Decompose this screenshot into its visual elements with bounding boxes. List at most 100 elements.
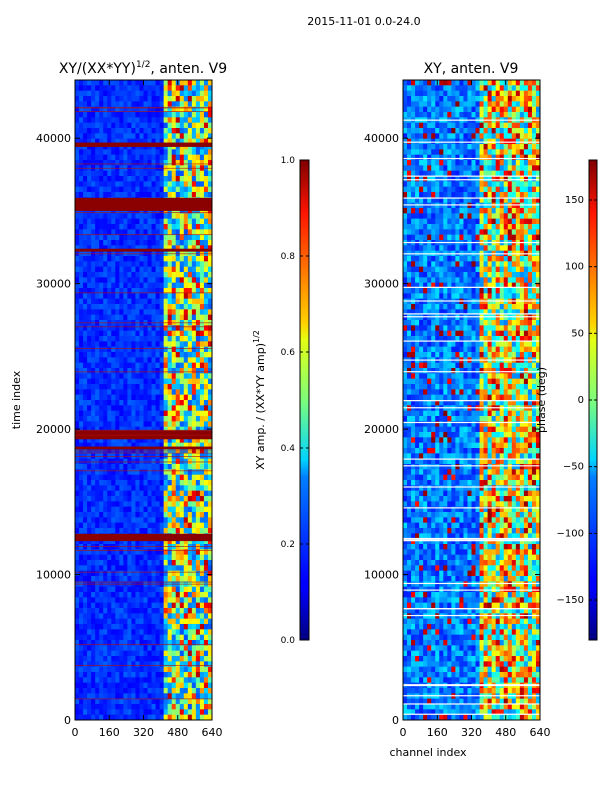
phase-heatmap-cell <box>479 133 484 139</box>
amplitude-heatmap-cell <box>171 192 177 198</box>
amplitude-heatmap-cell <box>203 576 209 582</box>
phase-heatmap-cell <box>419 165 424 171</box>
amplitude-heatmap-cell <box>163 330 168 337</box>
amplitude-heatmap-cell <box>139 394 144 401</box>
amplitude-heatmap-cell <box>95 80 100 86</box>
amplitude-heatmap-cell <box>175 538 181 545</box>
phase-heatmap-cell <box>415 149 420 155</box>
amplitude-heatmap-cell <box>139 138 144 145</box>
amplitude-heatmap-cell <box>195 378 201 385</box>
amplitude-heatmap-cell <box>91 506 96 513</box>
amplitude-heatmap-cell <box>139 624 144 630</box>
amplitude-heatmap-cell <box>127 688 132 694</box>
amplitude-heatmap-cell <box>111 314 116 321</box>
amplitude-heatmap-cell <box>123 469 128 475</box>
amplitude-heatmap-cell <box>91 80 96 86</box>
amplitude-heatmap-cell <box>179 410 185 417</box>
amplitude-heatmap-cell <box>127 714 132 721</box>
phase-heatmap-cell <box>439 90 444 97</box>
amplitude-heatmap-cell <box>131 656 136 662</box>
amplitude-heatmap-cell <box>107 634 112 641</box>
amplitude-heatmap-cell <box>95 224 100 230</box>
amplitude-heatmap-cell <box>171 288 177 294</box>
amplitude-heatmap-cell <box>143 282 148 289</box>
phase-heatmap-cell <box>431 80 436 86</box>
amplitude-heatmap-cell <box>119 90 124 97</box>
amplitude-heatmap-cell <box>87 629 92 635</box>
amplitude-heatmap-cell <box>179 629 185 635</box>
amplitude-heatmap-cell <box>175 282 181 289</box>
amplitude-heatmap-cell <box>155 714 160 721</box>
phase-heatmap-cell <box>451 181 456 187</box>
amplitude-heatmap-cell <box>131 293 136 299</box>
phase-heatmap-cell <box>495 197 501 203</box>
amplitude-heatmap-cell <box>187 682 193 689</box>
amplitude-heatmap-cell <box>91 490 96 497</box>
amplitude-heatmap-cell <box>183 426 189 433</box>
amplitude-heatmap-cell <box>103 245 108 251</box>
amplitude-heatmap-cell <box>179 389 185 395</box>
amplitude-heatmap-cell <box>179 666 185 673</box>
amplitude-heatmap-cell <box>107 309 112 315</box>
amplitude-heatmap-cell <box>159 122 164 129</box>
amplitude-heatmap-cell <box>143 357 148 363</box>
phase-heatmap-cell <box>463 85 468 91</box>
amplitude-heatmap-cell <box>175 661 181 667</box>
phase-heatmap-cell <box>535 144 541 150</box>
amplitude-heatmap-cell <box>91 261 96 267</box>
amplitude-heatmap-cell <box>195 469 201 475</box>
amplitude-heatmap-cell <box>183 378 189 385</box>
phase-heatmap-cell <box>527 106 533 113</box>
amplitude-heatmap-cell <box>103 101 108 107</box>
amplitude-heatmap-cell <box>147 304 152 310</box>
phase-heatmap-cell <box>435 160 440 166</box>
amplitude-heatmap-cell <box>83 304 88 310</box>
amplitude-heatmap-cell <box>123 592 128 598</box>
phase-heatmap-cell <box>407 165 412 171</box>
amplitude-heatmap-cell <box>75 677 80 683</box>
amplitude-heatmap-cell <box>123 496 128 502</box>
amplitude-heatmap-cell <box>111 122 116 129</box>
phase-heatmap-cell <box>419 85 424 91</box>
amplitude-heatmap-cell <box>183 304 189 310</box>
amplitude-heatmap-cell <box>203 266 209 273</box>
amplitude-heatmap-cell <box>143 714 148 721</box>
amplitude-heatmap-cell <box>175 122 181 129</box>
amplitude-heatmap-cell <box>127 624 132 630</box>
amplitude-heatmap-cell <box>95 645 100 651</box>
amplitude-heatmap-cell <box>131 437 136 443</box>
amplitude-heatmap-cell <box>183 672 189 678</box>
amplitude-heatmap-cell <box>87 592 92 598</box>
amplitude-heatmap-cell <box>135 496 140 502</box>
amplitude-heatmap-cell <box>151 117 156 123</box>
amplitude-heatmap-cell <box>151 490 156 497</box>
amplitude-heatmap-cell <box>207 192 213 198</box>
amplitude-heatmap-cell <box>99 229 104 235</box>
amplitude-heatmap-cell <box>135 458 140 465</box>
phase-heatmap-cell <box>419 101 424 107</box>
amplitude-heatmap-cell <box>79 229 84 235</box>
amplitude-heatmap-cell <box>155 645 160 651</box>
phase-heatmap-cell <box>459 122 464 129</box>
amplitude-heatmap-cell <box>111 426 116 433</box>
phase-heatmap-cell <box>459 138 464 145</box>
amplitude-heatmap-cell <box>147 80 152 86</box>
amplitude-heatmap-cell <box>179 597 185 603</box>
amplitude-heatmap-cell <box>191 256 197 262</box>
phase-heatmap-cell <box>431 186 436 193</box>
amplitude-heatmap-cell <box>175 229 181 235</box>
amplitude-heatmap-cell <box>139 186 144 193</box>
amplitude-heatmap-cell <box>175 688 181 694</box>
amplitude-heatmap-cell <box>155 602 160 609</box>
amplitude-heatmap-cell <box>159 160 164 166</box>
phase-heatmap-cell <box>427 80 432 86</box>
amplitude-heatmap-cell <box>119 288 124 294</box>
amplitude-heatmap-cell <box>107 314 112 321</box>
amplitude-heatmap-cell <box>199 570 205 577</box>
amplitude-heatmap-cell <box>115 666 120 673</box>
amplitude-heatmap-cell <box>83 640 88 646</box>
amplitude-heatmap-cell <box>167 234 173 241</box>
amplitude-heatmap-cell <box>147 277 152 283</box>
amplitude-heatmap-cell <box>127 378 132 385</box>
amplitude-heatmap-cell <box>131 405 136 411</box>
